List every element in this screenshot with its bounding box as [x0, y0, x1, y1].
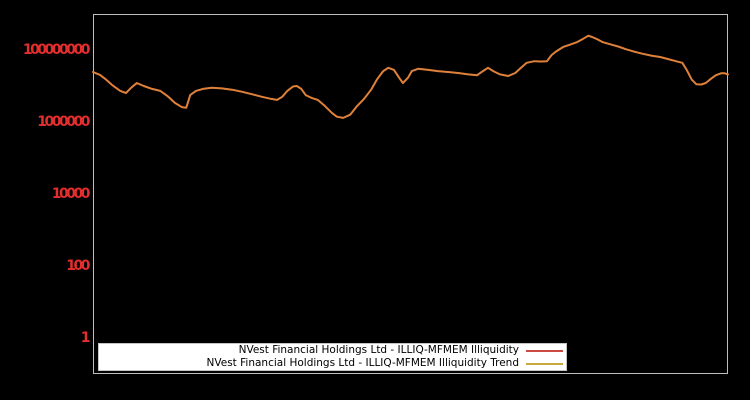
legend-label-illiquidity-trend: NVest Financial Holdings Ltd - ILLIQ-MFM…	[206, 357, 519, 369]
legend-entry-illiquidity-trend: NVest Financial Holdings Ltd - ILLIQ-MFM…	[102, 357, 563, 370]
y-tick-label-10000: 10000	[51, 186, 91, 202]
legend-line-sample-illiquidity-icon	[526, 349, 563, 352]
y-tick-label-1000000: 1000000	[37, 114, 90, 130]
legend-entry-illiquidity: NVest Financial Holdings Ltd - ILLIQ-MFM…	[102, 344, 563, 357]
y-tick-label-100: 100	[66, 258, 90, 274]
y-tick-label-1: 1	[80, 330, 91, 346]
y-tick-label-100000000: 100000000	[22, 42, 91, 58]
legend-line-sample-illiquidity-trend-icon	[526, 362, 563, 365]
legend-label-illiquidity: NVest Financial Holdings Ltd - ILLIQ-MFM…	[238, 344, 519, 356]
legend: NVest Financial Holdings Ltd - ILLIQ-MFM…	[98, 343, 567, 371]
plot-area-border	[93, 14, 728, 374]
illiquidity-line-series	[92, 34, 729, 119]
